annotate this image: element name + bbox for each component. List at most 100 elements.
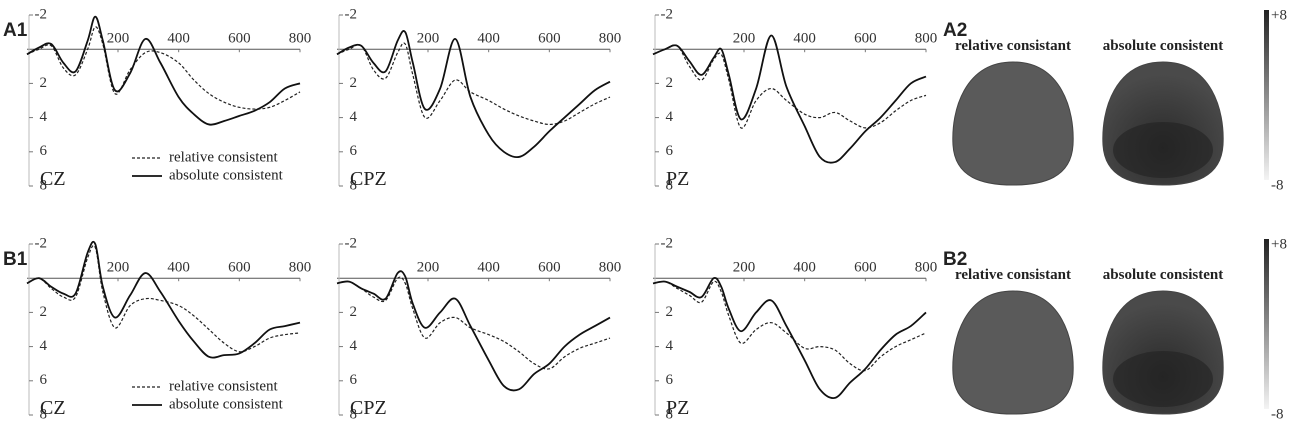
scalp-map — [952, 290, 1074, 415]
x-tick-label: 600 — [538, 259, 561, 275]
y-tick-label: 2 — [350, 304, 358, 320]
map-title: absolute consistent — [1103, 38, 1223, 54]
erp-line — [336, 270, 611, 392]
map-title: absolute consistent — [1103, 267, 1223, 283]
y-tick-label: -2 — [35, 235, 48, 251]
x-tick-label: 600 — [228, 30, 251, 46]
y-tick-label: 6 — [40, 143, 48, 159]
y-tick-label: -2 — [345, 6, 358, 22]
erp-line — [336, 30, 611, 159]
erp-line — [336, 276, 611, 370]
legend-label: absolute consistent — [169, 167, 284, 183]
x-tick-label: 200 — [107, 259, 130, 275]
colorbar-label: +8 — [1271, 236, 1287, 252]
erp-line — [26, 26, 301, 110]
electrode-label: CPZ — [350, 397, 387, 419]
y-tick-label: -2 — [661, 6, 674, 22]
y-tick-label: -2 — [35, 6, 48, 22]
y-tick-label: 8 — [350, 406, 358, 422]
colorbar — [1264, 239, 1269, 409]
y-tick-label: 8 — [40, 177, 48, 193]
x-tick-label: 600 — [228, 259, 251, 275]
colorbar-label: -8 — [1271, 406, 1284, 422]
x-tick-label: 400 — [477, 30, 500, 46]
y-tick-label: 2 — [40, 304, 48, 320]
y-tick-label: 8 — [40, 406, 48, 422]
x-tick-label: 400 — [477, 259, 500, 275]
legend-label: absolute consistent — [169, 396, 284, 412]
panel-label: B2 — [943, 249, 967, 270]
x-tick-label: 600 — [854, 259, 877, 275]
x-tick-label: 200 — [417, 259, 440, 275]
x-tick-label: 800 — [289, 30, 312, 46]
x-tick-label: 200 — [417, 30, 440, 46]
y-tick-label: 4 — [350, 109, 358, 125]
electrode-label: PZ — [666, 168, 689, 190]
electrode-label: CPZ — [350, 168, 387, 190]
y-tick-label: 2 — [40, 75, 48, 91]
erp-line — [26, 240, 301, 359]
erp-line — [26, 15, 301, 126]
map-title: relative consistant — [955, 38, 1071, 54]
panel-label: A1 — [3, 20, 28, 41]
x-tick-label: 200 — [733, 30, 756, 46]
x-tick-label: 400 — [793, 30, 816, 46]
x-tick-label: 800 — [599, 259, 622, 275]
x-tick-label: 800 — [915, 30, 938, 46]
x-tick-label: 400 — [167, 30, 190, 46]
electrode-label: PZ — [666, 397, 689, 419]
erp-chart: -2 2 4 6 8 200 400 600 800 relative consistent abs… — [3, 235, 311, 422]
legend-label: relative consistent — [169, 378, 279, 394]
erp-line — [652, 34, 927, 164]
y-tick-label: -2 — [345, 235, 358, 251]
erp-chart: -2 2 4 6 8 200 400 600 800 relative consistent abs… — [3, 6, 311, 193]
colorbar-label: +8 — [1271, 7, 1287, 23]
electrode-label: CZ — [40, 168, 66, 190]
electrode-label: CZ — [40, 397, 66, 419]
colorbar — [1264, 10, 1269, 180]
y-tick-label: 6 — [666, 143, 674, 159]
y-tick-label: 6 — [350, 372, 358, 388]
x-tick-label: 200 — [107, 30, 130, 46]
y-tick-label: 2 — [666, 304, 674, 320]
erp-line — [26, 244, 301, 353]
x-tick-label: 800 — [289, 259, 312, 275]
x-tick-label: 400 — [167, 259, 190, 275]
y-tick-label: 8 — [666, 406, 674, 422]
y-tick-label: 8 — [666, 177, 674, 193]
erp-chart: -2 2 4 6 8 200 400 600 800 CPZ — [336, 6, 622, 193]
erp-line — [652, 276, 927, 400]
panel-label: A2 — [943, 20, 967, 41]
y-tick-label: 4 — [666, 109, 674, 125]
x-tick-label: 400 — [793, 259, 816, 275]
legend-label: relative consistent — [169, 149, 279, 165]
y-tick-label: 6 — [350, 143, 358, 159]
y-tick-label: 4 — [40, 109, 48, 125]
erp-line — [336, 42, 611, 126]
erp-chart: -2 2 4 6 8 200 400 600 800 PZ — [652, 6, 938, 193]
x-tick-label: 800 — [915, 259, 938, 275]
y-tick-label: 6 — [40, 372, 48, 388]
x-tick-label: 600 — [854, 30, 877, 46]
x-tick-label: 800 — [599, 30, 622, 46]
erp-line — [652, 280, 927, 372]
y-tick-label: 2 — [350, 75, 358, 91]
x-tick-label: 600 — [538, 30, 561, 46]
scalp-shading — [1113, 351, 1213, 407]
y-tick-label: 6 — [666, 372, 674, 388]
y-tick-label: 4 — [666, 338, 674, 354]
erp-line — [652, 44, 927, 129]
y-tick-label: 4 — [40, 338, 48, 354]
y-tick-label: -2 — [661, 235, 674, 251]
map-title: relative consistant — [955, 267, 1071, 283]
panel-label: B1 — [3, 249, 28, 270]
erp-chart: -2 2 4 6 8 200 400 600 800 CPZ — [336, 235, 622, 422]
scalp-shading — [1113, 122, 1213, 178]
y-tick-label: 2 — [666, 75, 674, 91]
erp-chart: -2 2 4 6 8 200 400 600 800 PZ — [652, 235, 938, 422]
x-tick-label: 200 — [733, 259, 756, 275]
y-tick-label: 4 — [350, 338, 358, 354]
